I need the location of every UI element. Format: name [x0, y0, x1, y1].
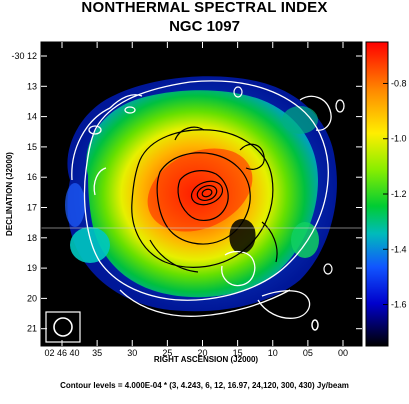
- colorbar-tick-label: -1.2: [391, 189, 407, 199]
- x-tick-label: 35: [92, 348, 102, 358]
- colorbar-tick-label: -1.0: [391, 134, 407, 144]
- plot-frame: [40, 41, 363, 347]
- x-tick-label: 02 46 40: [44, 348, 79, 358]
- inner-contours: [131, 126, 278, 273]
- x-axis-ticks: 02 46 40 35 30 25 20 15 10 05 00: [44, 42, 348, 358]
- x-tick-label: 20: [197, 348, 207, 358]
- y-tick-label: 20: [27, 293, 37, 303]
- outer-contours: [71, 80, 345, 319]
- y-axis-ticks: -30 12 13 14 15 16 17 18 19 20 21: [11, 51, 362, 334]
- x-tick-label: 05: [303, 348, 313, 358]
- y-tick-label: 19: [27, 263, 37, 273]
- x-tick-label: 15: [233, 348, 243, 358]
- x-tick-label: 00: [338, 348, 348, 358]
- y-tick-label: 17: [27, 203, 37, 213]
- colorbar-tick-label: -0.8: [391, 78, 407, 88]
- y-tick-label: 14: [27, 112, 37, 122]
- image-layer: [41, 76, 362, 331]
- colorbar-ticks: -0.8 -1.0 -1.2 -1.4 -1.6: [383, 78, 407, 310]
- y-tick-label: -30 12: [11, 51, 37, 61]
- chart-subtitle: NGC 1097: [169, 18, 240, 35]
- y-tick-label: 18: [27, 233, 37, 243]
- x-tick-label: 25: [162, 348, 172, 358]
- chart-title: NONTHERMAL SPECTRAL INDEX: [81, 0, 328, 16]
- contour-caption: Contour levels = 4.000E-04 * (3, 4.243, …: [60, 381, 349, 390]
- x-tick-label: 30: [127, 348, 137, 358]
- beam-indicator: [45, 311, 81, 343]
- x-tick-label: 10: [268, 348, 278, 358]
- y-tick-label: 21: [27, 324, 37, 334]
- y-tick-label: 15: [27, 142, 37, 152]
- y-tick-label: 16: [27, 172, 37, 182]
- colorbar-tick-label: -1.4: [391, 244, 407, 254]
- x-axis-label: RIGHT ASCENSION (J2000): [154, 355, 259, 364]
- y-tick-label: 13: [27, 81, 37, 91]
- colorbar-tick-label: -1.6: [391, 300, 407, 310]
- y-axis-label: DECLINATION (J2000): [5, 152, 14, 236]
